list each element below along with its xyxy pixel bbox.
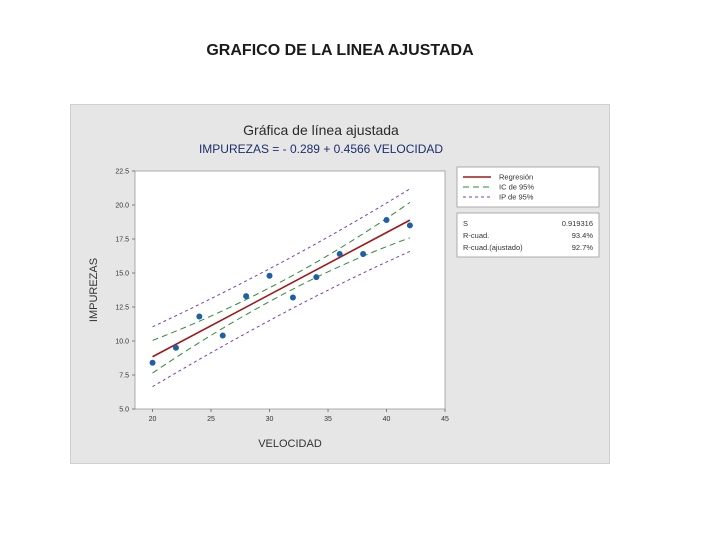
y-tick-label: 5.0 (119, 407, 129, 414)
stat-label-s: S (463, 219, 468, 228)
regression-line (152, 219, 411, 358)
y-tick-label: 22.5 (115, 169, 129, 176)
x-tick-label: 30 (266, 416, 274, 423)
y-tick-label: 12.5 (115, 305, 129, 312)
x-tick-label: 25 (207, 416, 215, 423)
legend-label-ci: IC de 95% (499, 183, 534, 192)
data-point (243, 293, 250, 300)
fitted-line-chart: Gráfica de línea ajustada IMPUREZAS = - … (88, 122, 600, 450)
ci-upper-line (152, 202, 411, 341)
x-tick-label: 35 (324, 416, 332, 423)
y-axis-ticks: 5.0 7.5 10.0 12.5 15.0 17.5 20.0 22.5 (115, 169, 135, 414)
stats-box (456, 212, 600, 258)
y-tick-label: 7.5 (119, 373, 129, 380)
pi-band (152, 188, 411, 388)
stat-value-rsq: 93.4% (572, 231, 594, 240)
y-axis-label: IMPUREZAS (88, 258, 100, 322)
legend: Regresión IC de 95% IP de 95% (456, 166, 600, 208)
data-point (360, 250, 367, 257)
stat-value-rsq-adj: 92.7% (572, 243, 594, 252)
data-points (149, 216, 413, 366)
y-tick-label: 20.0 (115, 203, 129, 210)
ci-lower-line (152, 237, 411, 374)
data-point (289, 294, 296, 301)
x-axis-label: VELOCIDAD (258, 438, 322, 450)
x-tick-label: 40 (383, 416, 391, 423)
stat-label-rsq-adj: R-cuad.(ajustado) (463, 243, 523, 252)
data-point (149, 359, 156, 366)
regression-fit-line (152, 219, 411, 358)
legend-label-pi: IP de 95% (499, 193, 534, 202)
plot-area (134, 170, 446, 410)
chart-subtitle: IMPUREZAS = - 0.289 + 0.4566 VELOCIDAD (199, 142, 443, 156)
data-point (383, 216, 390, 223)
stats-table: S 0.919316 R-cuad. 93.4% R-cuad.(ajustad… (456, 212, 600, 258)
y-tick-label: 17.5 (115, 237, 129, 244)
stat-value-s: 0.919316 (562, 219, 593, 228)
pi-lower-line (152, 250, 411, 388)
ci-band (152, 202, 411, 374)
data-point (406, 222, 413, 229)
data-point (336, 250, 343, 257)
x-tick-label: 20 (149, 416, 157, 423)
legend-label-regression: Regresión (499, 173, 533, 182)
stat-label-rsq: R-cuad. (463, 231, 489, 240)
data-point (196, 313, 203, 320)
data-point (219, 332, 226, 339)
x-axis-ticks: 20 25 30 35 40 45 (149, 409, 449, 423)
pi-upper-line (152, 188, 411, 328)
y-tick-label: 15.0 (115, 271, 129, 278)
data-point (313, 274, 320, 281)
x-tick-label: 45 (441, 416, 449, 423)
chart-title: Gráfica de línea ajustada (243, 122, 399, 138)
chart-panel: Gráfica de línea ajustada IMPUREZAS = - … (70, 104, 610, 464)
data-point (172, 344, 179, 351)
y-tick-label: 10.0 (115, 339, 129, 346)
slide-title: GRAFICO DE LA LINEA AJUSTADA (206, 42, 474, 59)
data-point (266, 272, 273, 279)
legend-box (456, 166, 600, 208)
